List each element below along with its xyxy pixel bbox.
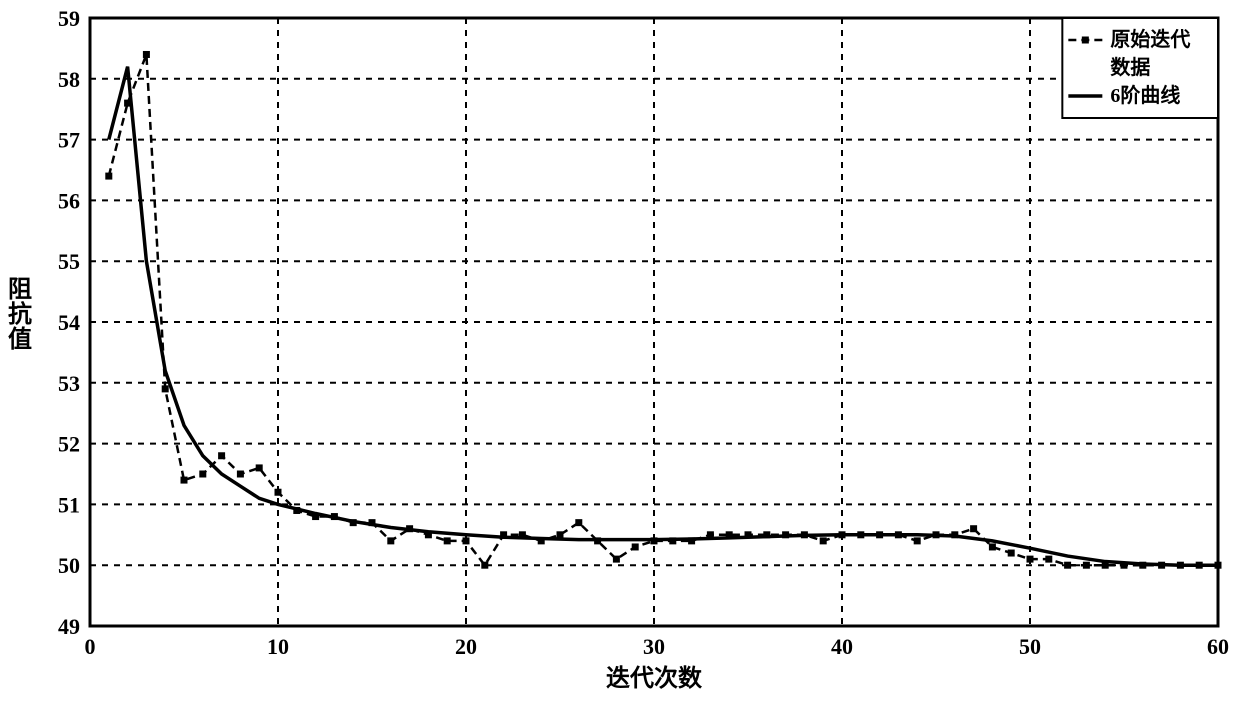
x-tick-label: 40	[831, 634, 853, 659]
y-tick-label: 55	[58, 249, 80, 274]
y-tick-label: 58	[58, 67, 80, 92]
y-tick-label: 54	[58, 310, 80, 335]
y-tick-label: 50	[58, 553, 80, 578]
series-marker-raw	[820, 537, 827, 544]
x-axis-title: 迭代次数	[606, 665, 703, 692]
series-marker-raw	[575, 519, 582, 526]
series-marker-raw	[162, 385, 169, 392]
y-axis-title-char: 阻	[8, 276, 32, 303]
series-marker-raw	[181, 477, 188, 484]
series-marker-raw	[1008, 550, 1015, 557]
y-axis-title: 阻抗值	[8, 276, 32, 353]
series-marker-raw	[989, 543, 996, 550]
y-axis-ticks: 49 50 51 52 53 54 55 56 57 58 59	[58, 6, 80, 639]
series-marker-raw	[218, 452, 225, 459]
series-marker-raw	[256, 464, 263, 471]
y-tick-label: 57	[58, 128, 80, 153]
series-marker-raw	[914, 537, 921, 544]
x-tick-label: 50	[1019, 634, 1041, 659]
y-tick-label: 53	[58, 371, 80, 396]
series-marker-raw	[481, 562, 488, 569]
legend-sample-marker	[1082, 37, 1089, 44]
series-marker-raw	[613, 556, 620, 563]
y-axis-title-char: 抗	[8, 300, 32, 328]
legend-label: 数据	[1110, 55, 1150, 79]
series-marker-raw	[1064, 562, 1071, 569]
series-marker-raw	[444, 537, 451, 544]
impedance-iteration-chart: 0 10 20 30 40 50 60 49 50 51 52 53 54 55 56 57 58 59 阻抗值…	[0, 0, 1240, 703]
chart-svg: 0 10 20 30 40 50 60 49 50 51 52 53 54 55 56 57 58 59 阻抗值…	[0, 0, 1240, 703]
y-tick-label: 51	[58, 492, 80, 517]
series-marker-raw	[1045, 556, 1052, 563]
x-tick-label: 10	[267, 634, 289, 659]
y-tick-label: 49	[58, 614, 80, 639]
x-tick-label: 60	[1207, 634, 1229, 659]
series-marker-raw	[970, 525, 977, 532]
legend-label: 6阶曲线	[1110, 83, 1180, 107]
series-marker-raw	[143, 51, 150, 58]
y-axis-title-char: 值	[8, 325, 32, 353]
x-tick-label: 20	[455, 634, 477, 659]
series-marker-raw	[237, 471, 244, 478]
series-marker-raw	[632, 543, 639, 550]
x-tick-label: 30	[643, 634, 665, 659]
series-marker-raw	[387, 537, 394, 544]
series-marker-raw	[1083, 562, 1090, 569]
series-marker-raw	[199, 471, 206, 478]
series-marker-raw	[1027, 556, 1034, 563]
series-marker-raw	[275, 489, 282, 496]
x-axis-ticks: 0 10 20 30 40 50 60	[85, 634, 1230, 659]
series-marker-raw	[463, 537, 470, 544]
y-tick-label: 52	[58, 432, 80, 457]
y-tick-label: 56	[58, 188, 80, 213]
legend-label: 原始迭代	[1110, 27, 1190, 51]
x-tick-label: 0	[85, 634, 96, 659]
series-marker-raw	[105, 173, 112, 180]
legend: 原始迭代数据 6阶曲线	[1062, 18, 1218, 118]
y-tick-label: 59	[58, 6, 80, 31]
